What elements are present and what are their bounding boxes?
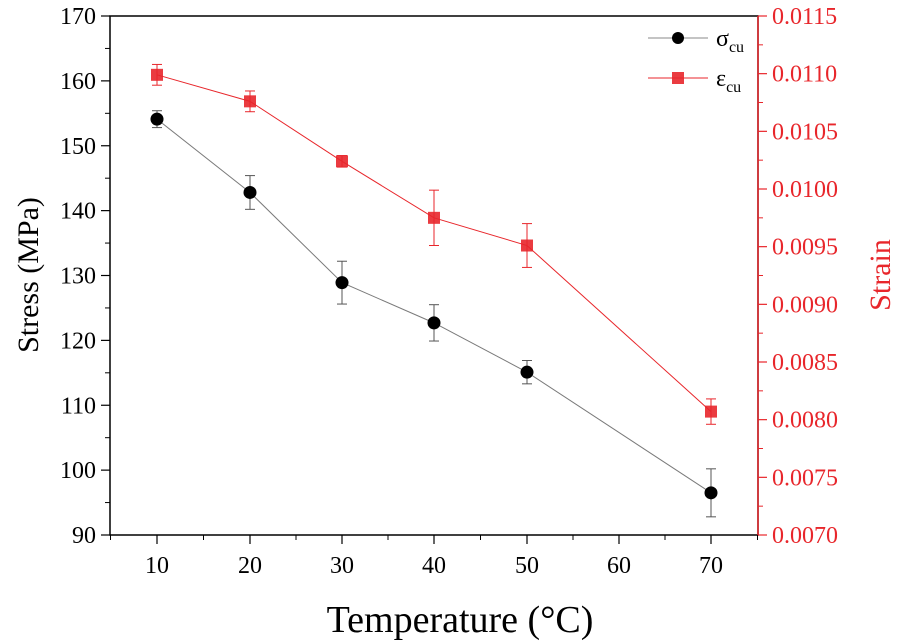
- x-tick-label: 30: [330, 553, 354, 579]
- x-tick-label: 10: [145, 553, 169, 579]
- y2-tick-label: 0.0100: [772, 177, 838, 203]
- y-tick-label: 120: [60, 328, 96, 354]
- legend: σcu εcu: [648, 26, 744, 96]
- legend-stress-subscript: cu: [729, 39, 744, 56]
- y2-tick-label: 0.0115: [772, 4, 837, 30]
- y2-tick-label: 0.0090: [772, 292, 838, 318]
- x-tick-label: 70: [699, 553, 723, 579]
- strain-series-line: [156, 74, 712, 412]
- strain-point: [336, 155, 348, 168]
- y2-tick-label: 0.0095: [772, 235, 838, 261]
- legend-stress-marker: [672, 32, 684, 44]
- stress-point: [427, 316, 441, 330]
- y-tick-label: 140: [60, 199, 96, 225]
- x-tick-label: 20: [238, 553, 262, 579]
- y2-tick-label: 0.0085: [772, 350, 838, 376]
- x-tick-label: 40: [422, 553, 446, 579]
- strain-point: [428, 211, 440, 224]
- strain-point: [151, 68, 163, 81]
- legend-strain-marker: [672, 72, 684, 84]
- y2-tick-label: 0.0075: [772, 465, 838, 491]
- y2-tick-label: 0.0105: [772, 119, 838, 145]
- strain-point: [705, 405, 717, 418]
- y2-tick-label: 0.0070: [772, 523, 838, 549]
- plot-frame: [109, 15, 759, 536]
- strain-point: [244, 95, 256, 108]
- y-tick-label: 90: [72, 523, 96, 549]
- legend-stress-symbol: σ: [716, 26, 729, 52]
- y-tick-label: 160: [60, 69, 96, 95]
- y-tick-label: 130: [60, 264, 96, 290]
- y-tick-label: 110: [61, 393, 96, 419]
- y-tick-label: 170: [60, 4, 96, 30]
- stress-point: [150, 112, 164, 126]
- y2-tick-label: 0.0080: [772, 408, 838, 434]
- y-axis-title: Stress (MPa): [12, 197, 45, 353]
- x-axis-title: Temperature (°C): [327, 599, 594, 641]
- y2-tick-label: 0.0110: [772, 62, 837, 88]
- y-tick-label: 150: [60, 134, 96, 160]
- legend-stress-label: σcu: [716, 26, 744, 56]
- stress-point: [335, 276, 349, 290]
- legend-strain-label: εcu: [716, 66, 741, 96]
- y-tick-label: 100: [60, 458, 96, 484]
- legend-strain-symbol: ε: [716, 66, 726, 92]
- y2-axis-title: Strain: [864, 239, 897, 311]
- strain-point: [521, 239, 533, 252]
- x-tick-label: 60: [607, 553, 631, 579]
- stress-series-line: [156, 118, 712, 494]
- x-tick-label: 50: [515, 553, 539, 579]
- stress-point: [243, 185, 257, 199]
- legend-strain-subscript: cu: [726, 79, 741, 96]
- stress-point: [704, 486, 718, 500]
- stress-point: [520, 365, 534, 379]
